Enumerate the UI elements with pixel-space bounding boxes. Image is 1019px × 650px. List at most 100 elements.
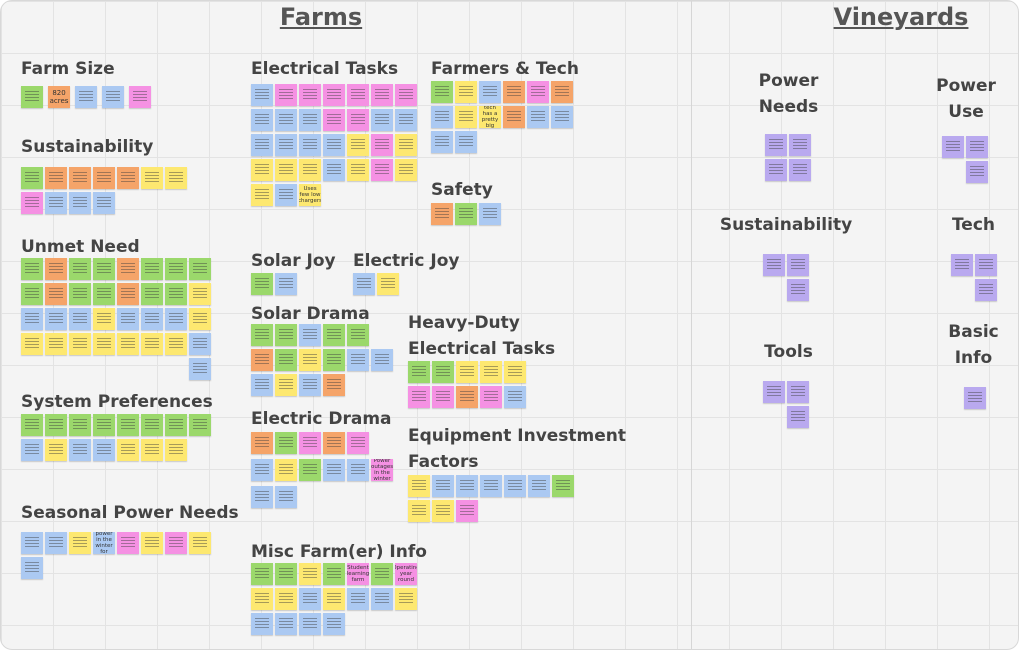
sticky-note xyxy=(189,358,211,380)
zone-title: Vineyards xyxy=(833,3,969,31)
sticky-note xyxy=(432,500,454,522)
sticky-note xyxy=(93,258,115,280)
sticky-note xyxy=(371,563,393,585)
sticky-note xyxy=(45,283,67,305)
sticky-note xyxy=(251,184,273,206)
sticky-note xyxy=(975,279,997,301)
group-heading: Tools xyxy=(764,342,813,362)
sticky-note xyxy=(251,432,273,454)
sticky-note xyxy=(275,134,297,156)
sticky-note xyxy=(251,588,273,610)
sticky-note xyxy=(371,588,393,610)
sticky-note xyxy=(275,349,297,371)
group-heading: System Preferences xyxy=(21,392,213,412)
group-heading: Electric Joy xyxy=(353,251,460,271)
sticky-note xyxy=(21,86,43,108)
sticky-note xyxy=(408,386,430,408)
sticky-note xyxy=(528,475,550,497)
sticky-note xyxy=(21,167,43,189)
sticky-note xyxy=(299,109,321,131)
sticky-note xyxy=(45,414,67,436)
sticky-note xyxy=(456,361,478,383)
sticky-note xyxy=(251,613,273,635)
sticky-note xyxy=(323,349,345,371)
sticky-note xyxy=(21,283,43,305)
group-heading: Solar Drama xyxy=(251,304,370,324)
sticky-note xyxy=(275,324,297,346)
sticky-note xyxy=(165,258,187,280)
sticky-note xyxy=(189,414,211,436)
sticky-note xyxy=(21,308,43,330)
sticky-note xyxy=(347,349,369,371)
sticky-note xyxy=(765,134,787,156)
sticky-note xyxy=(69,192,91,214)
sticky-note xyxy=(117,258,139,280)
zone-divider xyxy=(691,1,692,649)
sticky-note xyxy=(551,81,573,103)
group-heading: Farmers & Tech xyxy=(431,59,579,79)
sticky-note xyxy=(251,134,273,156)
group-heading: Farm Size xyxy=(21,59,115,79)
sticky-note xyxy=(189,258,211,280)
sticky-note xyxy=(275,184,297,206)
sticky-note xyxy=(251,159,273,181)
sticky-note xyxy=(432,386,454,408)
sticky-note xyxy=(347,324,369,346)
sticky-note xyxy=(942,136,964,158)
sticky-note xyxy=(165,414,187,436)
sticky-note xyxy=(251,273,273,295)
sticky-note xyxy=(117,333,139,355)
sticky-note xyxy=(432,475,454,497)
sticky-note xyxy=(275,273,297,295)
sticky-note xyxy=(347,159,369,181)
sticky-note xyxy=(789,159,811,181)
sticky-note xyxy=(141,167,163,189)
sticky-note xyxy=(69,258,91,280)
sticky-note xyxy=(480,386,502,408)
group-heading: Seasonal Power Needs xyxy=(21,503,239,523)
sticky-note xyxy=(141,439,163,461)
sticky-note xyxy=(503,106,525,128)
sticky-note xyxy=(275,432,297,454)
sticky-note xyxy=(456,386,478,408)
sticky-note xyxy=(69,414,91,436)
sticky-note xyxy=(117,308,139,330)
sticky-note xyxy=(69,283,91,305)
sticky-note xyxy=(966,136,988,158)
sticky-note xyxy=(299,613,321,635)
sticky-note xyxy=(129,86,151,108)
sticky-note xyxy=(504,475,526,497)
sticky-note xyxy=(69,167,91,189)
sticky-note: Student learning farm xyxy=(347,563,369,585)
sticky-note xyxy=(432,361,454,383)
sticky-note xyxy=(299,432,321,454)
sticky-note xyxy=(275,109,297,131)
sticky-note xyxy=(787,254,809,276)
sticky-note xyxy=(93,308,115,330)
group-heading: Electric Drama xyxy=(251,409,392,429)
sticky-note xyxy=(275,159,297,181)
sticky-note xyxy=(408,475,430,497)
sticky-note xyxy=(504,386,526,408)
group-heading: Power Use xyxy=(936,76,996,122)
sticky-note xyxy=(117,167,139,189)
sticky-note xyxy=(275,459,297,481)
sticky-note xyxy=(408,361,430,383)
sticky-note xyxy=(117,414,139,436)
sticky-note xyxy=(69,532,91,554)
sticky-note xyxy=(45,192,67,214)
sticky-note xyxy=(189,532,211,554)
sticky-note xyxy=(45,258,67,280)
sticky-note xyxy=(455,106,477,128)
sticky-note xyxy=(431,131,453,153)
sticky-note xyxy=(763,381,785,403)
sticky-note xyxy=(251,374,273,396)
sticky-note xyxy=(527,81,549,103)
sticky-note xyxy=(45,532,67,554)
sticky-note xyxy=(69,439,91,461)
group-heading: Sustainability xyxy=(719,215,853,235)
sticky-note xyxy=(371,134,393,156)
sticky-note: 820 acres xyxy=(48,86,70,108)
sticky-note xyxy=(21,192,43,214)
